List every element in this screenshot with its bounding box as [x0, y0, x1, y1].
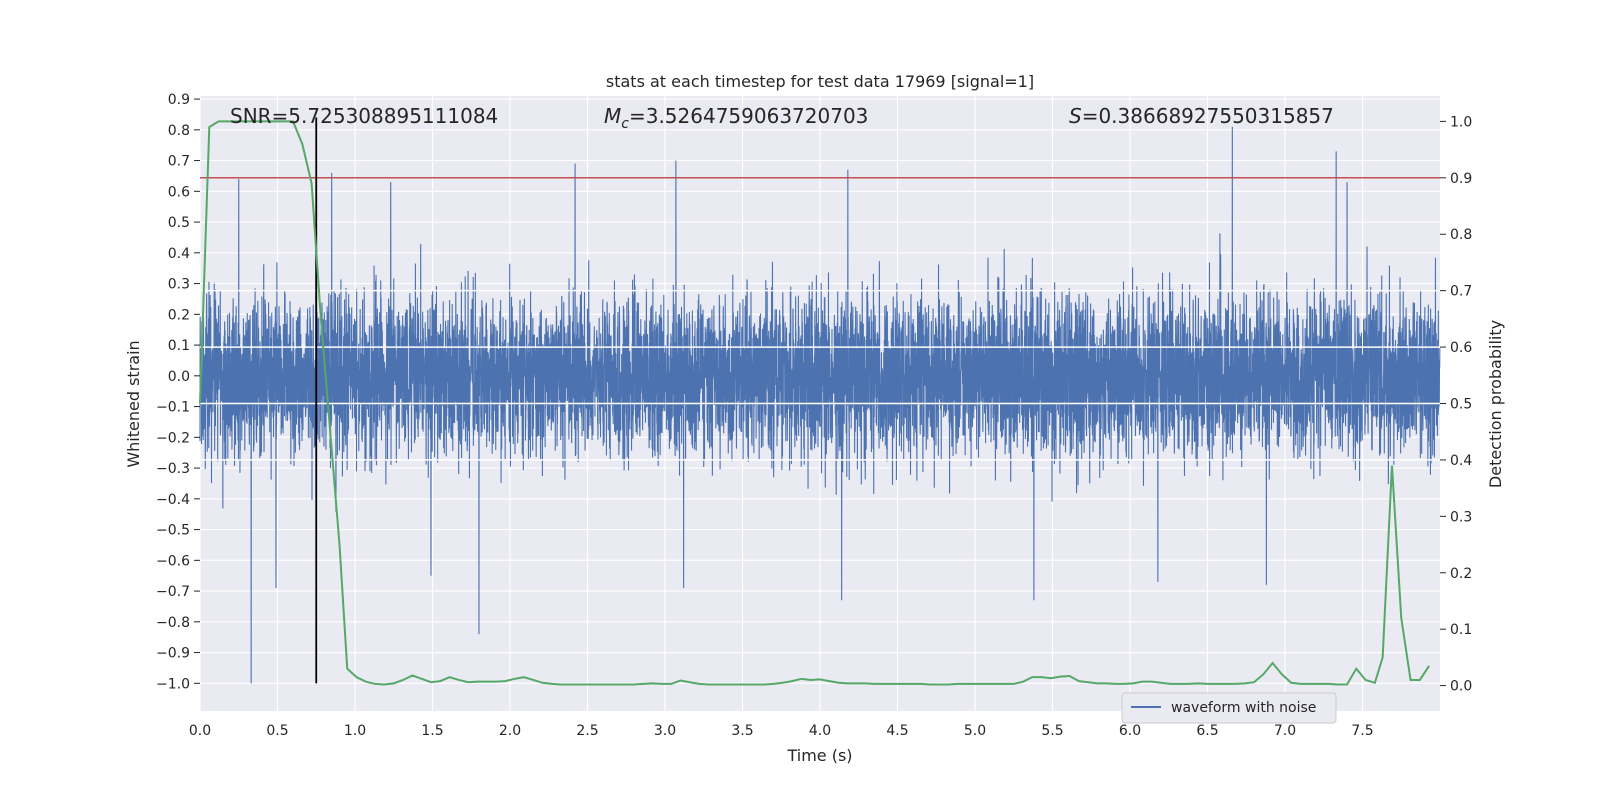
y2-tick-label: 0.9 [1450, 171, 1472, 187]
detection-probability-line [199, 120, 1430, 686]
y-tick-label: 0.1 [168, 338, 190, 354]
x-tick-label: 4.0 [809, 723, 831, 739]
mc-annotation: Mc=3.5264759063720703 [604, 104, 868, 132]
x-tick-label: 5.0 [964, 723, 986, 739]
x-tick-label: 7.5 [1351, 723, 1373, 739]
x-tick-label: 0.0 [189, 723, 211, 739]
snr-annotation: SNR=5.725308895111084 [230, 104, 498, 128]
y2-tick-label: 0.6 [1450, 340, 1472, 356]
y-tick-label: 0.2 [168, 307, 190, 323]
y-tick-label: −0.1 [156, 400, 190, 416]
y2-tick-label: 0.5 [1450, 397, 1472, 413]
y-tick-label: −0.5 [156, 523, 190, 539]
y-tick-label: −0.4 [156, 492, 190, 508]
y2-tick-label: 0.2 [1450, 566, 1472, 582]
x-tick-label: 1.5 [421, 723, 443, 739]
mc-symbol: M [604, 104, 621, 128]
x-tick-label: 3.5 [731, 723, 753, 739]
y-tick-label: 0.6 [168, 184, 190, 200]
y2-tick-label: 0.0 [1450, 679, 1472, 695]
overlay-layer [199, 117, 1440, 686]
y-tick-label: −0.6 [156, 553, 190, 569]
strain-layer [199, 126, 1441, 684]
y2-tick-label: 1.0 [1450, 114, 1472, 130]
strain-waveform-line [199, 126, 1441, 684]
y-tick-label: −0.2 [156, 430, 190, 446]
x-tick-label: 2.5 [576, 723, 598, 739]
y-tick-label: 0.4 [168, 246, 190, 262]
s-value: =0.38668927550315857 [1082, 104, 1334, 128]
y-tick-label: 0.5 [168, 215, 190, 231]
y-tick-label: 0.3 [168, 277, 190, 293]
axis-layer: 0.0 0.5 1.0 1.5 2.0 2.5 3.0 3.5 4.0 4.5 5.0 5.5 6.0 6… [156, 92, 1472, 739]
x-tick-label: 4.5 [886, 723, 908, 739]
x-tick-label: 6.0 [1119, 723, 1141, 739]
x-tick-label: 7.0 [1274, 723, 1296, 739]
x-tick-label: 2.0 [499, 723, 521, 739]
y-tick-label: −0.9 [156, 646, 190, 662]
y2-tick-label: 0.8 [1450, 227, 1472, 243]
x-axis-title: Time (s) [786, 746, 852, 765]
legend-box [1121, 692, 1337, 724]
y2-tick-label: 0.1 [1450, 622, 1472, 638]
x-tick-label: 1.0 [344, 723, 366, 739]
y-tick-label: −1.0 [156, 676, 190, 692]
mc-value: =3.5264759063720703 [629, 104, 868, 128]
y-tick-label: 0.9 [168, 92, 190, 108]
legend-label: waveform with noise [1171, 700, 1316, 716]
y-tick-label: 0.8 [168, 123, 190, 139]
x-tick-label: 0.5 [266, 723, 288, 739]
y2-tick-label: 0.4 [1450, 453, 1472, 469]
y-axis-title: Whitened strain [124, 340, 143, 467]
y2-tick-label: 0.7 [1450, 284, 1472, 300]
y-tick-label: −0.3 [156, 461, 190, 477]
x-tick-label: 5.5 [1041, 723, 1063, 739]
y-tick-label: −0.8 [156, 615, 190, 631]
x-tick-label: 3.0 [654, 723, 676, 739]
y2-axis-title: Detection probability [1486, 320, 1505, 488]
legend: waveform with noise [1121, 692, 1337, 724]
y-tick-label: 0.7 [168, 154, 190, 170]
x-tick-label: 6.5 [1196, 723, 1218, 739]
s-annotation: S=0.38668927550315857 [1069, 104, 1334, 128]
s-symbol: S [1069, 104, 1082, 128]
y2-tick-label: 0.3 [1450, 509, 1472, 525]
y-tick-label: −0.7 [156, 584, 190, 600]
y-tick-label: 0.0 [168, 369, 190, 385]
chart-title: stats at each timestep for test data 179… [606, 72, 1034, 91]
mc-subscript: c [621, 116, 629, 132]
